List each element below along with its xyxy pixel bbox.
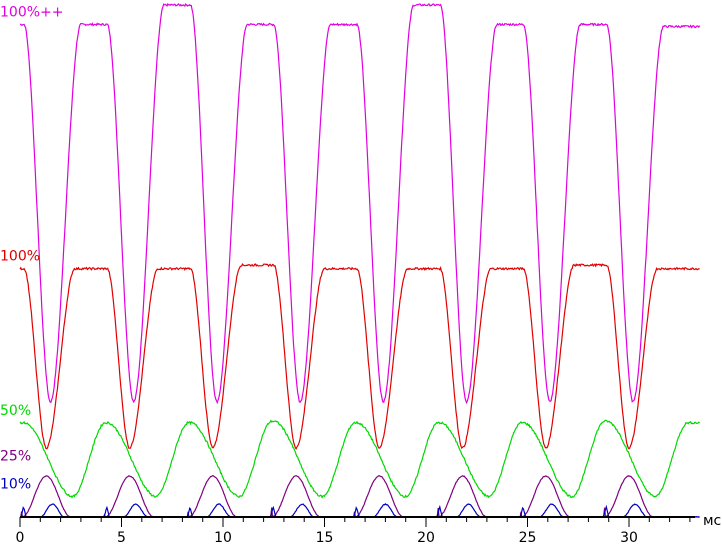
series-line — [19, 503, 700, 518]
series-layer — [19, 2, 701, 519]
series-label: 10% — [0, 477, 31, 493]
x-tick-label: 15 — [316, 530, 334, 545]
x-tick-label: 0 — [16, 530, 25, 545]
series-line — [19, 2, 701, 405]
series-label: 100% — [0, 249, 40, 265]
x-tick-label: 30 — [620, 530, 638, 545]
x-tick-label: 5 — [117, 530, 126, 545]
x-tick-label: 25 — [519, 530, 537, 545]
series-line — [20, 475, 700, 519]
series-labels: 100%++ 100% 50% 25% 10% — [0, 4, 64, 492]
series-line — [19, 419, 700, 499]
x-tick-label: 20 — [417, 530, 435, 545]
x-ticks: 0 5 10 15 20 25 30 — [16, 517, 691, 545]
x-tick-label: 10 — [214, 530, 232, 545]
series-label: 50% — [0, 403, 31, 419]
series-label: 100%++ — [0, 4, 64, 20]
x-axis-unit-label: мс — [703, 513, 721, 529]
series-label: 25% — [0, 448, 31, 464]
series-line — [19, 262, 700, 451]
